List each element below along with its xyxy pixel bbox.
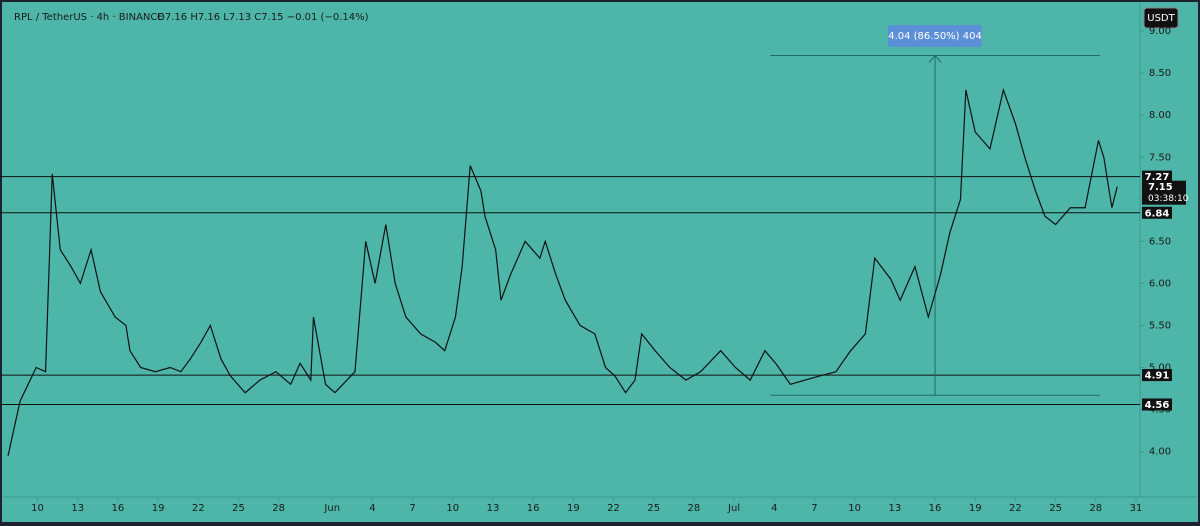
x-tick-label: Jul [727, 503, 740, 514]
price-line-label: 6.84 [1145, 208, 1170, 219]
x-tick-label: 13 [888, 503, 901, 514]
last-price-label: 7.15 [1148, 182, 1173, 193]
x-tick-label: 28 [1089, 503, 1102, 514]
last-price-tag [1142, 180, 1186, 205]
y-tick-label: 5.50 [1149, 320, 1171, 331]
price-line-label: 4.56 [1145, 400, 1170, 411]
x-tick-label: 19 [969, 503, 982, 514]
currency-box [1143, 7, 1179, 29]
price-line [7, 87, 1118, 456]
x-tick-label: 25 [232, 503, 245, 514]
x-tick-label: 7 [811, 503, 817, 514]
x-tick-label: 4 [771, 503, 777, 514]
x-tick-label: 16 [527, 503, 540, 514]
y-tick-label: 4.00 [1149, 447, 1171, 458]
price-line-label: 4.91 [1145, 371, 1170, 382]
y-tick-label: 5.00 [1149, 362, 1171, 373]
x-tick-label: 10 [446, 503, 459, 514]
x-tick-label: 7 [409, 503, 415, 514]
x-tick-label: 16 [929, 503, 942, 514]
x-tick-label: 13 [71, 503, 84, 514]
x-tick-label: 10 [848, 503, 861, 514]
y-tick-label: 8.00 [1149, 110, 1171, 121]
measure-arrowhead [928, 54, 942, 63]
price-line-tag [1142, 369, 1172, 382]
x-tick-label: 19 [567, 503, 580, 514]
price-line-tag [1142, 398, 1172, 411]
measure-box [888, 25, 983, 47]
x-tick-label: 13 [487, 503, 500, 514]
y-tick-label: 8.50 [1149, 68, 1171, 79]
price-line-tag [1142, 206, 1172, 219]
countdown: 03:38:10 [1148, 194, 1189, 204]
x-tick-label: 10 [31, 503, 44, 514]
ohlc: O7.16 H7.16 L7.13 C7.15 −0.01 (−0.14%) [157, 12, 369, 23]
x-tick-label: Jun [323, 503, 340, 514]
x-tick-label: 22 [192, 503, 205, 514]
x-tick-label: 25 [647, 503, 660, 514]
symbol: RPL / TetherUS · 4h · BINANCE [14, 12, 164, 23]
x-tick-label: 4 [369, 503, 375, 514]
x-tick-label: 22 [1009, 503, 1022, 514]
measure-label: 4.04 (86.50%) 404 [888, 31, 982, 42]
y-tick-label: 9.00 [1149, 26, 1171, 37]
x-tick-label: 25 [1049, 503, 1062, 514]
y-tick-label: 6.50 [1149, 236, 1171, 247]
price-line-label: 7.27 [1145, 172, 1170, 183]
x-tick-label: 22 [607, 503, 620, 514]
currency: USDT [1147, 13, 1175, 24]
x-tick-label: 16 [112, 503, 125, 514]
y-tick-label: 6.00 [1149, 278, 1171, 289]
x-tick-label: 19 [152, 503, 165, 514]
price-line-tag [1142, 170, 1172, 183]
x-tick-label: 28 [688, 503, 701, 514]
x-tick-label: 28 [272, 503, 285, 514]
y-tick-label: 7.50 [1149, 152, 1171, 163]
x-tick-label: 31 [1130, 503, 1143, 514]
